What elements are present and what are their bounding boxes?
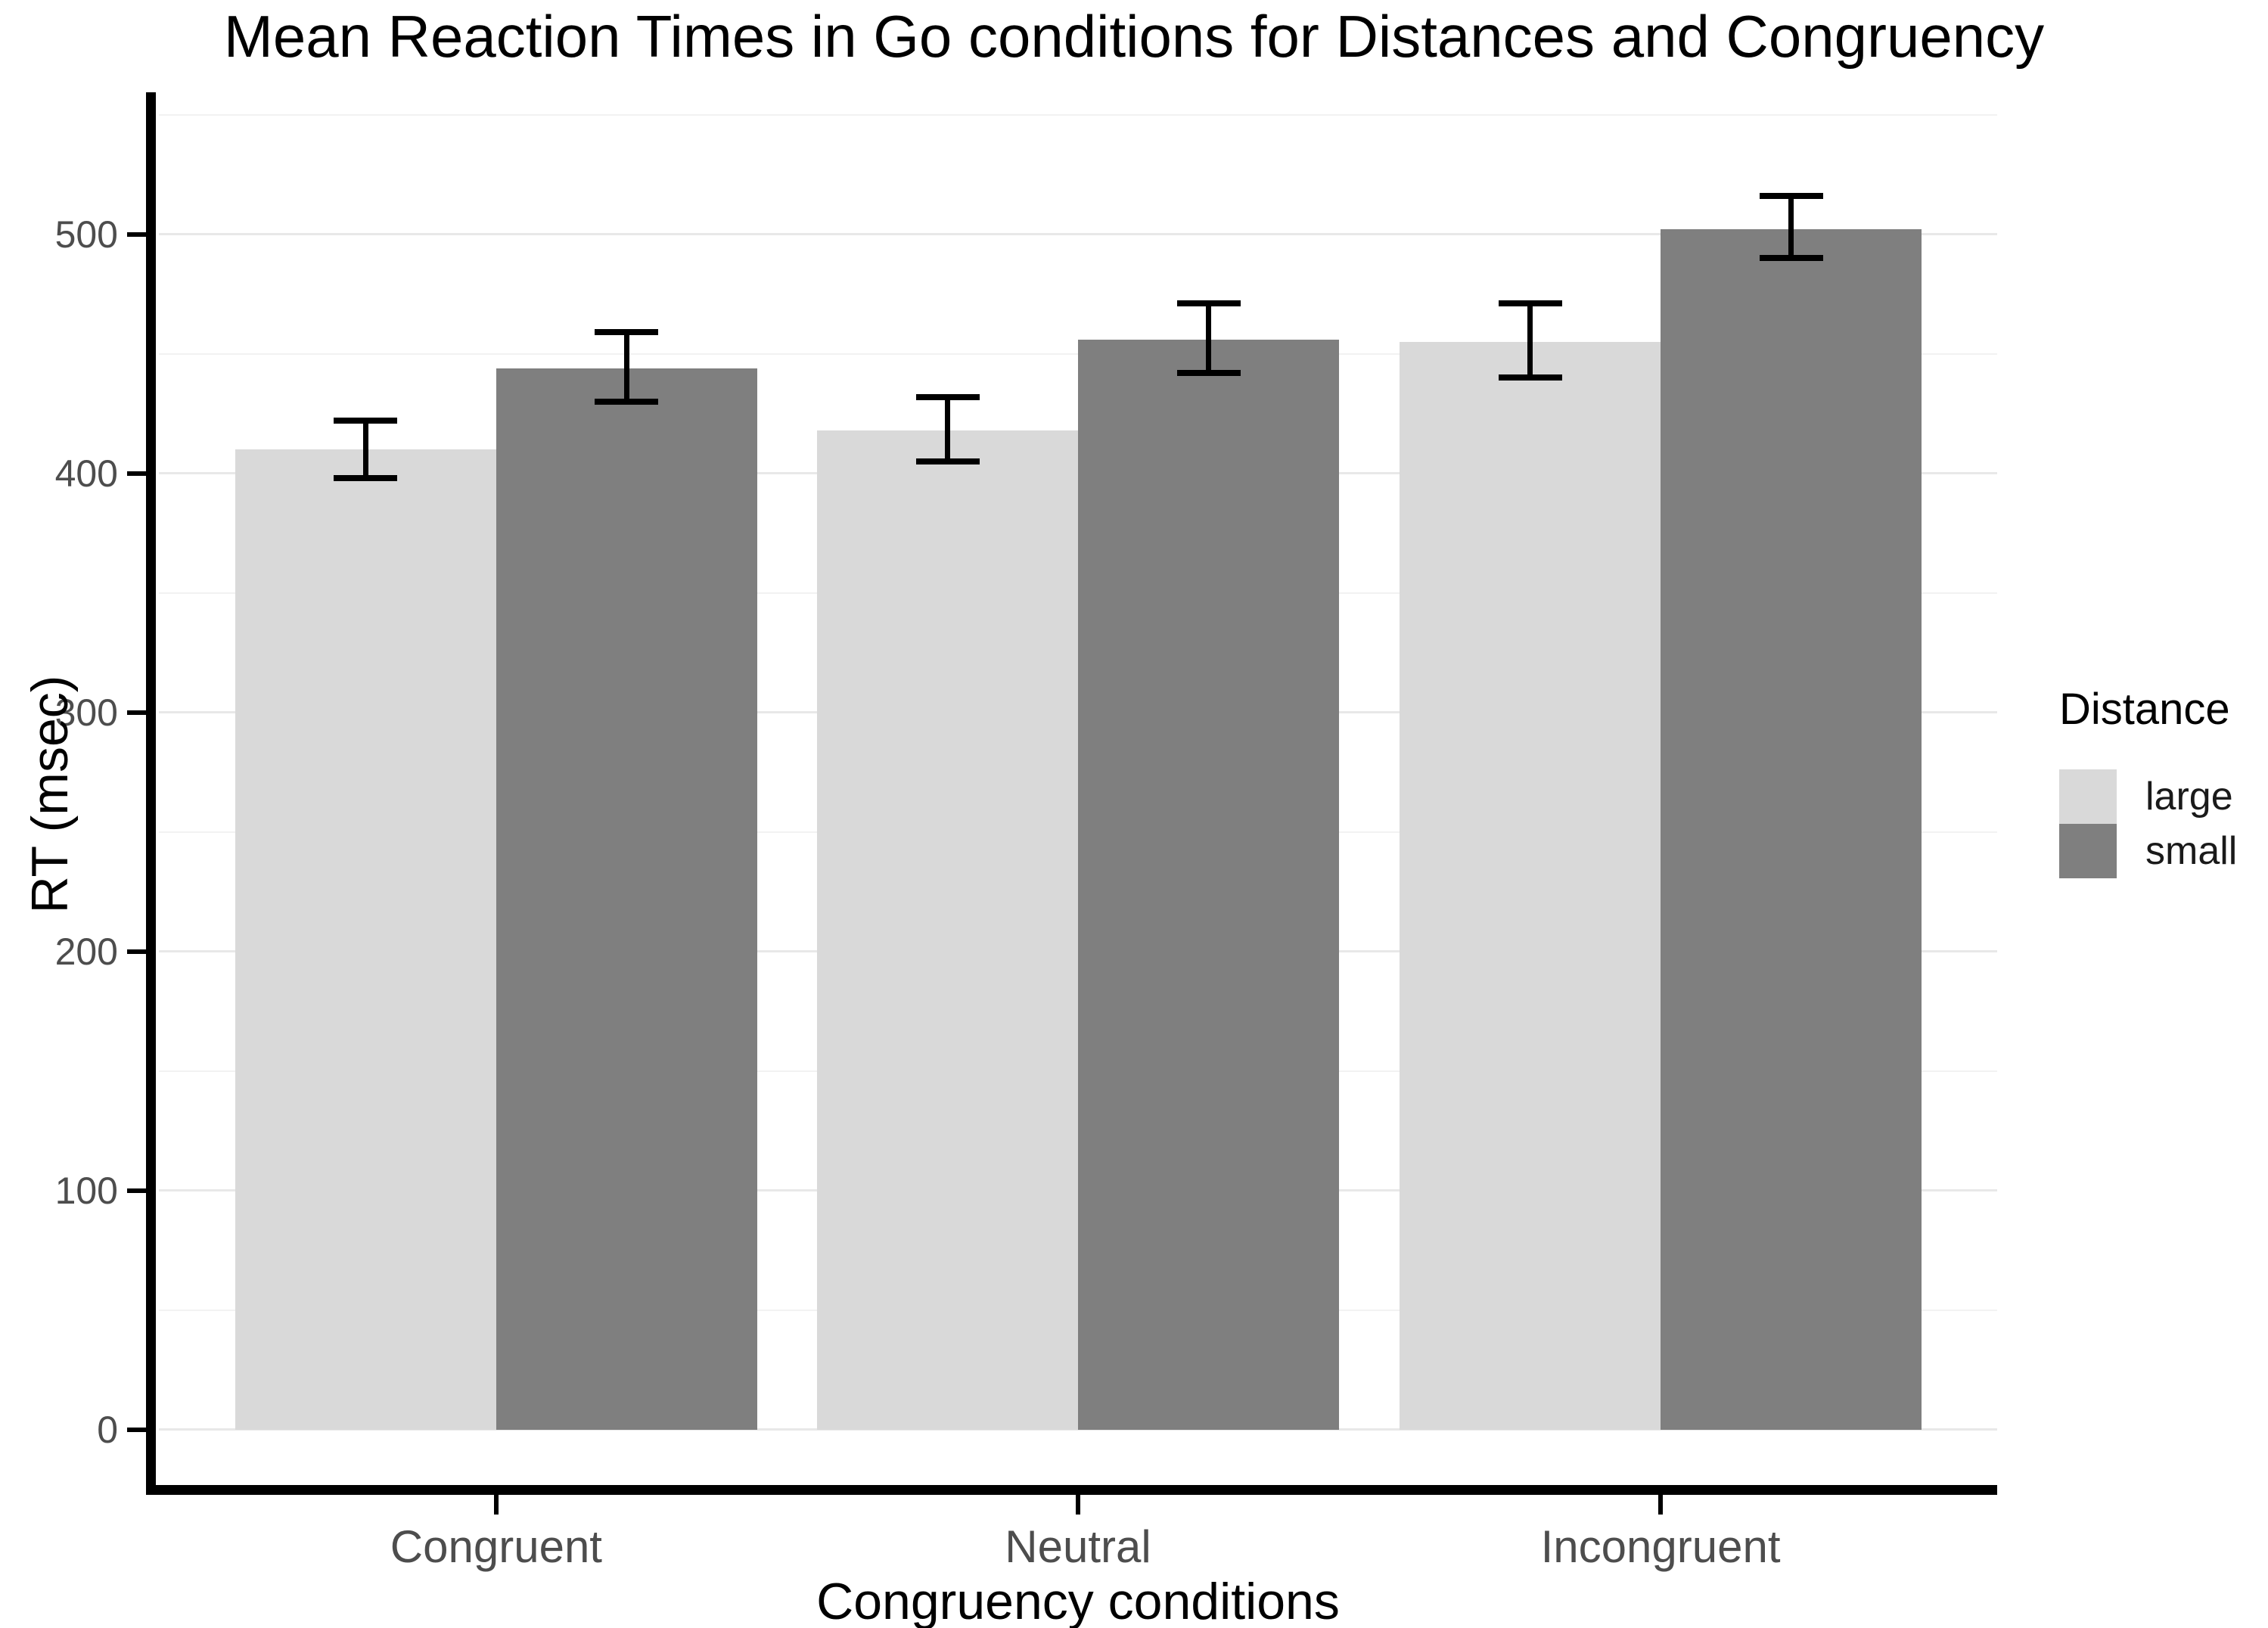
gridline-major [159,1428,1997,1431]
gridline-major [159,233,1997,236]
y-tick [127,710,147,715]
chart-title: Mean Reaction Times in Go conditions for… [223,3,2045,70]
error-bar-stem [362,421,368,479]
legend-key-large: large [2047,769,2268,824]
error-bar-cap-bottom [1176,370,1241,377]
plot-panel [159,97,1997,1494]
bar-small-neutral [1078,339,1339,1430]
legend-key-small: small [2047,824,2268,878]
y-tick-label: 400 [54,452,118,495]
y-tick [127,231,147,237]
x-axis-line [146,1485,1997,1495]
x-axis-title: Congruency conditions [816,1573,1340,1628]
x-tick [1658,1495,1664,1515]
legend-swatch-small [2059,824,2117,878]
x-tick [493,1495,499,1515]
x-tick [1076,1495,1080,1515]
error-bar-cap-bottom [1498,374,1562,381]
gridline-minor [159,113,1997,116]
legend-label-small: small [2145,829,2238,873]
y-tick-label: 500 [54,213,118,256]
bar-large-incongruent [1400,341,1661,1430]
error-bar-stem [945,396,950,461]
y-tick [127,1427,147,1432]
y-axis-title: RT (msec) [21,675,79,914]
x-tick-label: Congruent [390,1521,602,1572]
legend-keys: large small [2047,769,2268,878]
error-bar-stem [1206,303,1211,374]
error-bar-cap-top [1759,193,1823,200]
error-bar-cap-bottom [595,398,659,405]
error-bar-stem [623,332,629,402]
error-bar-cap-bottom [334,475,398,482]
error-bar-cap-top [1176,300,1241,307]
error-bar-cap-top [334,418,398,424]
error-bar-cap-bottom [915,458,980,464]
error-bar-cap-bottom [1759,255,1823,262]
x-tick-label: Incongruent [1540,1521,1781,1572]
y-tick-label: 0 [97,1408,118,1451]
error-bar-cap-top [1498,300,1562,307]
bar-large-neutral [817,430,1078,1430]
legend: Distance large small [2047,685,2268,878]
legend-label-large: large [2145,775,2233,819]
bar-large-congruent [235,449,496,1430]
y-tick-label: 300 [54,691,118,734]
y-tick [127,471,147,476]
legend-swatch-large [2059,769,2117,824]
y-tick-label: 100 [54,1169,118,1212]
error-bar-stem [1527,303,1533,378]
error-bar-cap-top [595,329,659,336]
bar-small-congruent [496,368,757,1430]
error-bar-cap-top [915,393,980,400]
y-tick [127,949,147,954]
x-tick-label: Neutral [1005,1521,1151,1572]
error-bar-stem [1788,196,1794,259]
legend-title: Distance [2059,685,2230,734]
y-tick [127,1188,147,1193]
y-tick-label: 200 [54,930,118,973]
y-axis-line [146,92,156,1494]
bar-small-incongruent [1661,229,1922,1430]
